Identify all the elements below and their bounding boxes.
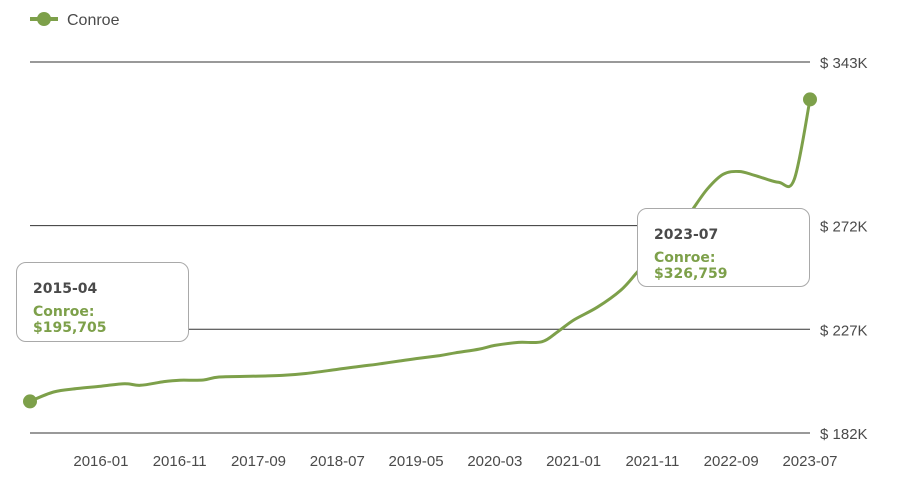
tooltip-end-date: 2023-07: [654, 227, 719, 243]
x-axis-labels: 2016-01 2016-11 2017-09 2018-07 2019-05 2020-…: [73, 453, 837, 470]
tooltip-start-date: 2015-04: [33, 281, 98, 297]
x-tick-label: 2016-01: [73, 453, 128, 470]
y-tick-label: $ 182K: [820, 426, 868, 443]
y-axis-labels: $ 182K $ 227K $ 272K $ 343K: [820, 55, 868, 443]
x-tick-label: 2016-11: [153, 453, 207, 470]
y-tick-label: $ 272K: [820, 219, 868, 236]
legend-dot-marker: [37, 12, 51, 26]
y-tick-label: $ 227K: [820, 322, 868, 339]
legend-label: Conroe: [67, 12, 120, 29]
y-tick-label: $ 343K: [820, 55, 868, 72]
tooltip-start-value: $195,705: [33, 320, 107, 336]
tooltip-end: 2023-07 Conroe: $326,759: [637, 208, 810, 287]
series-line-conroe: [28, 97, 812, 403]
legend[interactable]: Conroe: [30, 12, 120, 29]
end-point[interactable]: [803, 92, 817, 107]
tooltip-end-series: Conroe: [654, 250, 710, 266]
x-tick-label: 2018-07: [310, 453, 365, 470]
x-tick-label: 2017-09: [231, 453, 286, 470]
start-point[interactable]: [23, 394, 37, 409]
x-tick-label: 2021-11: [625, 453, 679, 470]
x-tick-label: 2019-05: [389, 453, 444, 470]
x-tick-label: 2022-09: [704, 453, 759, 470]
tooltip-start-series: Conroe: [33, 304, 89, 320]
x-tick-label: 2021-01: [546, 453, 601, 470]
tooltip-end-value: $326,759: [654, 266, 728, 282]
end-points: [23, 92, 817, 409]
x-tick-label: 2020-03: [467, 453, 522, 470]
x-tick-label: 2023-07: [782, 453, 837, 470]
tooltip-start: 2015-04 Conroe: $195,705: [16, 262, 189, 342]
